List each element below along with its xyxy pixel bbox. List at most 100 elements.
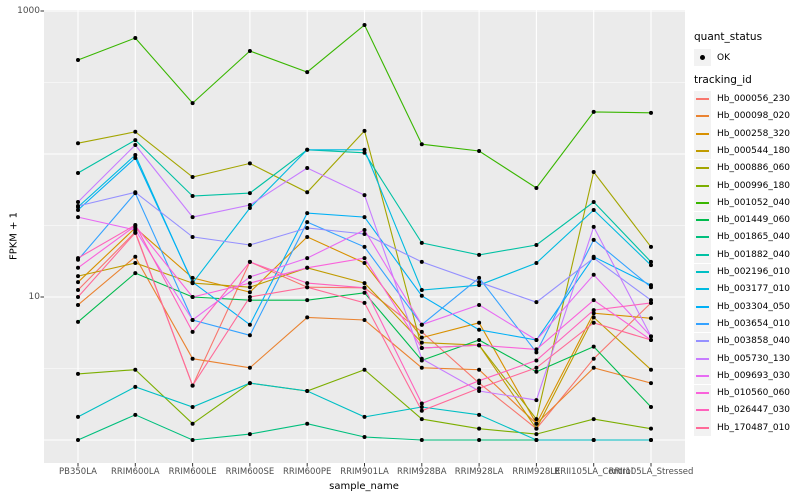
series-line-icon [696, 271, 709, 273]
data-point [133, 271, 138, 276]
data-point [477, 426, 482, 431]
data-point [534, 358, 539, 363]
legend-item-label: Hb_001052_040 [717, 197, 791, 208]
data-point [534, 338, 539, 343]
data-point [591, 256, 596, 261]
data-point [190, 318, 195, 323]
x-tick-label: RRIM600PE [283, 467, 332, 477]
data-point [534, 438, 539, 442]
data-point [477, 302, 482, 307]
data-point [419, 335, 424, 340]
data-point [591, 315, 596, 320]
legend-item-label: Hb_001449_060 [717, 215, 791, 226]
data-point [247, 206, 252, 211]
data-point [76, 265, 80, 270]
data-point [591, 365, 596, 370]
series-line-icon [696, 115, 709, 118]
data-point [247, 290, 252, 295]
data-point [190, 438, 195, 442]
data-point [649, 110, 653, 115]
data-point [591, 417, 596, 422]
data-point [591, 356, 596, 361]
legend-key-box [694, 315, 711, 333]
series-line-icon [696, 253, 709, 256]
data-point [649, 438, 653, 442]
x-tick-label: RRIM600LA [110, 467, 160, 477]
legend-key-box [694, 125, 711, 143]
legend-item: Hb_026447_030 [694, 401, 791, 419]
data-point [76, 171, 80, 176]
data-point [305, 256, 310, 261]
data-point [190, 383, 195, 388]
data-point [362, 228, 367, 233]
data-point [591, 109, 596, 114]
data-point [362, 300, 367, 305]
series-line-icon [696, 322, 709, 325]
data-point [76, 141, 80, 146]
legend-item-label: Hb_170487_010 [717, 422, 791, 433]
legend-item-label: OK [717, 52, 730, 63]
legend-item-label: Hb_026447_030 [717, 405, 791, 416]
series-line-icon [696, 219, 709, 222]
data-point [534, 260, 539, 265]
x-tick-label: RRIM901LA [340, 467, 389, 477]
data-point [305, 389, 310, 394]
data-point [76, 215, 80, 220]
data-point [247, 285, 252, 290]
data-point [305, 70, 310, 75]
legend-item: Hb_003654_010 [694, 315, 790, 333]
legend-key-box [694, 332, 711, 350]
data-point [649, 367, 653, 372]
data-point [305, 281, 310, 286]
data-point [76, 371, 80, 376]
series-line-icon [696, 340, 709, 343]
data-point [305, 315, 310, 320]
x-tick-label: RRIM600SE [225, 467, 275, 477]
legend-item-label: Hb_003177_010 [717, 284, 791, 295]
legend-item-label: Hb_000258_320 [717, 128, 791, 139]
data-point [190, 405, 195, 410]
legend-item-label: Hb_000098_020 [717, 111, 791, 122]
data-point [534, 369, 539, 374]
legend-item-label: Hb_000056_230 [717, 94, 791, 104]
data-point [305, 147, 310, 152]
y-tick-label-10: 10 [28, 292, 40, 302]
legend-item: Hb_003858_040 [694, 332, 791, 350]
data-point [591, 237, 596, 242]
data-point [477, 327, 482, 332]
data-point [534, 347, 539, 352]
data-point [477, 389, 482, 394]
data-point [190, 275, 195, 280]
data-point [362, 285, 367, 290]
legend-item-label: Hb_009693_030 [717, 370, 791, 381]
series-line-icon [696, 184, 709, 187]
data-point [362, 318, 367, 323]
x-tick-label: RRII105LA_Stressed [608, 467, 694, 477]
data-point [477, 412, 482, 417]
data-point [362, 231, 367, 236]
legend-key-box [694, 194, 711, 212]
data-point [534, 398, 539, 403]
legend-key-box [694, 263, 711, 281]
data-point [76, 287, 80, 292]
data-point [591, 272, 596, 277]
legend-item: Hb_005730_130 [694, 350, 790, 367]
data-point [247, 333, 252, 338]
series-line-icon [696, 305, 709, 308]
data-point [76, 302, 80, 307]
x-tick-label: RRIM928LE [512, 467, 561, 477]
data-point [477, 280, 482, 285]
data-point [649, 405, 653, 410]
data-point [133, 222, 138, 227]
data-point [133, 228, 138, 233]
data-point [534, 417, 539, 422]
data-point [534, 186, 539, 191]
legend-key-box [694, 142, 711, 160]
data-point [477, 283, 482, 288]
legend-item-label: Hb_003858_040 [717, 336, 791, 347]
data-point [133, 142, 138, 147]
data-point [362, 256, 367, 261]
data-point [133, 260, 138, 265]
legend-item-label: Hb_001882_040 [717, 249, 791, 260]
legend-key-box [694, 298, 711, 316]
